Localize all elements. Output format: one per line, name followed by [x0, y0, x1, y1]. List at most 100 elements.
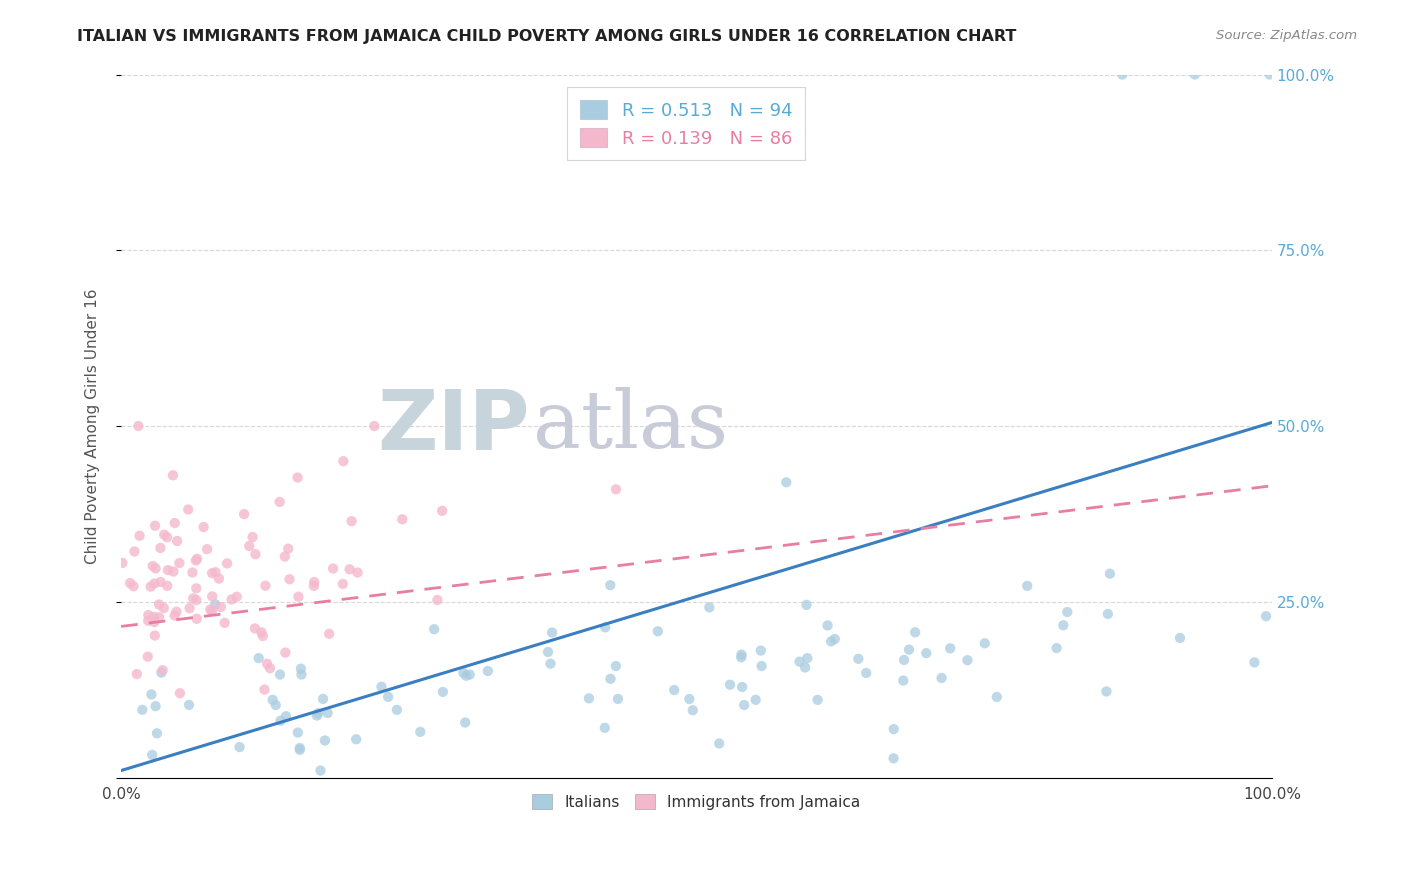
Point	[751, 659, 773, 673]
Point	[893, 653, 915, 667]
Point	[166, 533, 188, 548]
Point	[252, 629, 274, 643]
Point	[169, 556, 191, 570]
Point	[796, 651, 818, 665]
Point	[287, 470, 309, 484]
Point	[730, 650, 752, 665]
Point	[824, 632, 846, 646]
Point	[1046, 641, 1069, 656]
Point	[385, 703, 408, 717]
Point	[593, 721, 616, 735]
Point	[1052, 618, 1074, 632]
Point	[153, 527, 176, 541]
Point	[1184, 68, 1206, 82]
Point	[423, 622, 446, 636]
Point	[274, 709, 297, 723]
Point	[1258, 68, 1281, 82]
Point	[318, 627, 340, 641]
Point	[143, 518, 166, 533]
Point	[195, 542, 218, 557]
Point	[454, 669, 477, 683]
Point	[184, 553, 207, 567]
Point	[152, 663, 174, 677]
Point	[124, 544, 146, 558]
Point	[1243, 656, 1265, 670]
Point	[250, 625, 273, 640]
Point	[225, 590, 247, 604]
Point	[145, 561, 167, 575]
Point	[221, 592, 243, 607]
Point	[316, 706, 339, 720]
Point	[453, 665, 475, 680]
Text: ZIP: ZIP	[377, 385, 530, 467]
Point	[150, 665, 173, 680]
Point	[274, 549, 297, 564]
Point	[186, 593, 208, 607]
Point	[807, 693, 830, 707]
Point	[340, 514, 363, 528]
Point	[322, 561, 344, 575]
Point	[122, 579, 145, 593]
Point	[794, 660, 817, 674]
Point	[1111, 68, 1133, 82]
Point	[1056, 605, 1078, 619]
Point	[305, 708, 328, 723]
Point	[1095, 684, 1118, 698]
Point	[136, 649, 159, 664]
Point	[986, 690, 1008, 704]
Point	[1168, 631, 1191, 645]
Point	[891, 673, 914, 688]
Point	[269, 495, 291, 509]
Point	[915, 646, 938, 660]
Point	[156, 563, 179, 577]
Point	[193, 520, 215, 534]
Point	[156, 530, 179, 544]
Point	[290, 667, 312, 681]
Point	[149, 541, 172, 555]
Point	[163, 608, 186, 623]
Text: ITALIAN VS IMMIGRANTS FROM JAMAICA CHILD POVERTY AMONG GIRLS UNDER 16 CORRELATIO: ITALIAN VS IMMIGRANTS FROM JAMAICA CHILD…	[77, 29, 1017, 44]
Point	[730, 648, 752, 662]
Point	[883, 722, 905, 736]
Point	[245, 547, 267, 561]
Point	[269, 667, 291, 681]
Point	[214, 615, 236, 630]
Point	[253, 682, 276, 697]
Point	[430, 504, 453, 518]
Point	[537, 645, 560, 659]
Point	[848, 652, 870, 666]
Point	[128, 529, 150, 543]
Point	[270, 714, 292, 728]
Point	[1017, 579, 1039, 593]
Point	[120, 576, 142, 591]
Point	[186, 551, 208, 566]
Point	[605, 659, 627, 673]
Point	[593, 620, 616, 634]
Point	[162, 565, 184, 579]
Point	[1098, 566, 1121, 581]
Point	[290, 662, 312, 676]
Point	[733, 698, 755, 712]
Point	[204, 597, 226, 611]
Point	[201, 590, 224, 604]
Point	[142, 558, 165, 573]
Point	[789, 655, 811, 669]
Point	[541, 625, 564, 640]
Point	[939, 641, 962, 656]
Point	[731, 680, 754, 694]
Point	[599, 578, 621, 592]
Point	[208, 572, 231, 586]
Point	[855, 665, 877, 680]
Point	[143, 576, 166, 591]
Point	[146, 726, 169, 740]
Point	[179, 601, 201, 615]
Point	[143, 615, 166, 629]
Point	[1254, 609, 1277, 624]
Point	[148, 598, 170, 612]
Point	[162, 468, 184, 483]
Point	[145, 699, 167, 714]
Point	[454, 715, 477, 730]
Point	[749, 643, 772, 657]
Point	[242, 530, 264, 544]
Point	[775, 475, 797, 490]
